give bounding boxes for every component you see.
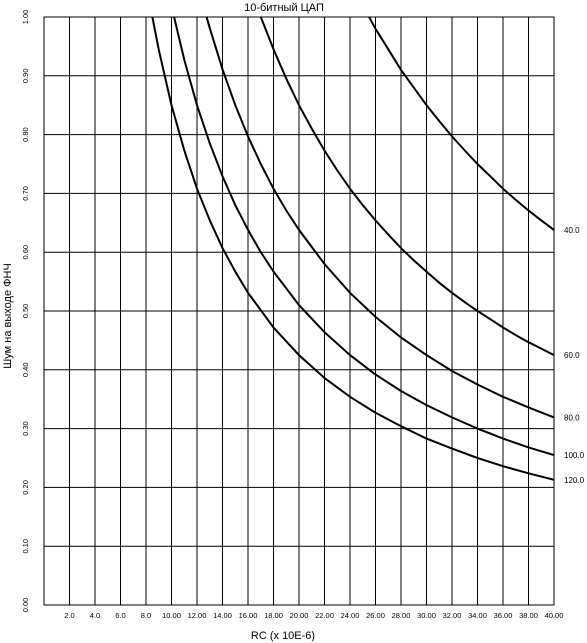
- y-tick-label: 0.80: [21, 127, 30, 142]
- x-tick-label: 22.00: [315, 611, 334, 620]
- series-line: [173, 16, 555, 457]
- series-line: [259, 16, 555, 356]
- x-tick-labels: 2.0 4.0 6.0 8.0 10.00 12.00 14.00 16.00 18.00 20.…: [64, 611, 563, 620]
- x-tick-label: 2.0: [64, 611, 74, 620]
- y-tick-label: 0.00: [21, 598, 30, 613]
- x-tick-label: 32.00: [443, 611, 462, 620]
- x-axis-label: RC (x 10E-6): [251, 630, 315, 642]
- x-tick-label: 34.00: [468, 611, 487, 620]
- x-tick-label: 12.00: [188, 611, 207, 620]
- x-tick-label: 40.00: [545, 611, 564, 620]
- y-tick-label: 0.10: [21, 539, 30, 554]
- x-tick-label: 38.00: [519, 611, 538, 620]
- series-label: 60.0: [564, 351, 580, 360]
- x-tick-label: 36.00: [494, 611, 513, 620]
- y-tick-label: 1.00: [21, 10, 30, 25]
- series-label: 120.0: [564, 476, 585, 485]
- y-tick-label: 0.30: [21, 421, 30, 436]
- x-tick-label: 4.0: [90, 611, 100, 620]
- y-tick-label: 0.70: [21, 186, 30, 201]
- y-tick-label: 0.40: [21, 362, 30, 377]
- y-tick-label: 0.60: [21, 245, 30, 260]
- series-label: 80.0: [564, 413, 580, 422]
- x-tick-label: 24.00: [341, 611, 360, 620]
- x-tick-label: 18.00: [264, 611, 283, 620]
- y-tick-label: 0.90: [21, 68, 30, 83]
- chart-title: 10-битный ЦАП: [244, 2, 324, 14]
- y-axis-label: Шум на выходе ФНЧ: [2, 263, 14, 369]
- grid: [43, 16, 555, 606]
- x-tick-label: 10.00: [162, 611, 181, 620]
- series-labels: 40.0 60.0 80.0 100.0 120.0: [564, 226, 585, 485]
- x-tick-label: 8.0: [141, 611, 151, 620]
- series-label: 40.0: [564, 226, 580, 235]
- series-line: [151, 16, 555, 481]
- x-tick-label: 26.00: [366, 611, 385, 620]
- y-tick-label: 0.50: [21, 304, 30, 319]
- series-label: 100.0: [564, 451, 585, 460]
- y-tick-labels: 0.00 0.10 0.20 0.30 0.40 0.50 0.60 0.70 0.80 0.90…: [21, 10, 30, 613]
- series-lines: [151, 16, 555, 481]
- y-tick-label: 0.20: [21, 480, 30, 495]
- x-tick-label: 16.00: [239, 611, 258, 620]
- x-tick-label: 30.00: [417, 611, 436, 620]
- x-tick-label: 20.00: [290, 611, 309, 620]
- series-line: [205, 16, 555, 419]
- x-tick-label: 6.0: [115, 611, 125, 620]
- x-tick-label: 14.00: [213, 611, 232, 620]
- x-tick-label: 28.00: [392, 611, 411, 620]
- series-line: [368, 16, 555, 231]
